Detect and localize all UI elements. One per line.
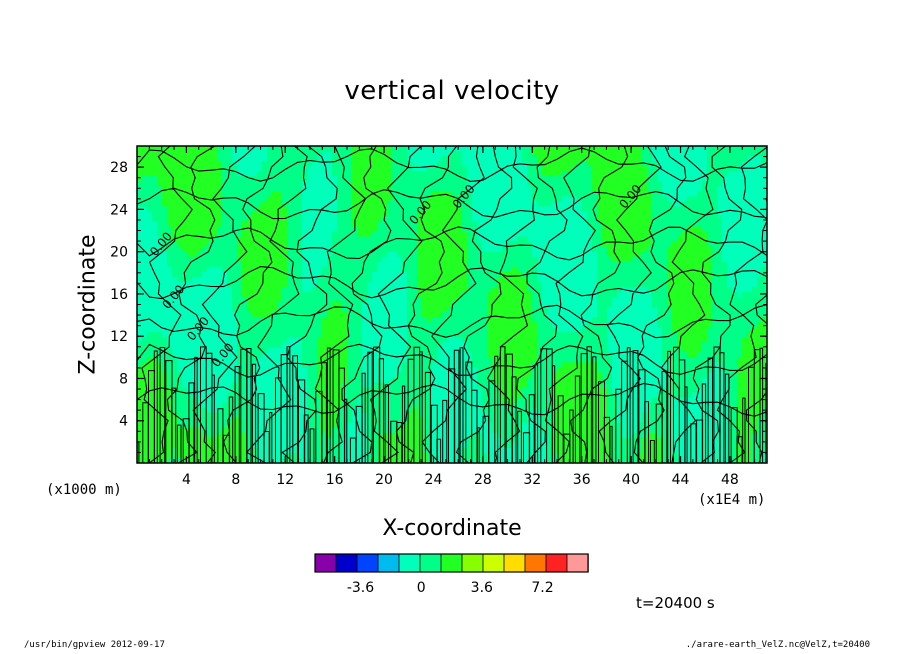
colorbar-swatch [566,553,589,573]
y-tick-label: 28 [110,160,128,176]
colorbar-swatch [545,553,568,573]
colorbar-swatch [419,553,442,573]
footer-source: ./arare-earth_VelZ.nc@VelZ,t=20400 [685,640,870,650]
colorbar-swatch [461,553,484,573]
colorbar-swatch [335,553,358,573]
colorbar-swatch [356,553,379,573]
colorbar-swatch [482,553,505,573]
x-tick-label: 36 [573,472,591,488]
x-tick-label: 8 [231,472,240,488]
footer-command: /usr/bin/gpview 2012-09-17 [24,640,165,650]
time-label: t=20400 s [636,594,715,612]
x-tick-label: 12 [276,472,294,488]
plot-area: 0.000.000.000.000.000.00 0.00 [136,145,768,464]
colorbar-tick-label: -3.6 [347,580,374,596]
y-axis: 4 8 12 16 20 24 28 [110,156,767,453]
x-tick-label: 16 [326,472,344,488]
colorbar-tick-label: 0 [417,580,426,596]
x-tick-label: 4 [182,472,191,488]
colorbar-swatch [314,553,337,573]
colorbar-swatch [440,553,463,573]
y-tick-label: 12 [110,329,128,345]
colorbar-swatch [503,553,526,573]
y-tick-label: 20 [110,245,128,261]
x-tick-label: 44 [672,472,690,488]
y-tick-label: 24 [110,202,128,218]
x-tick-label: 40 [622,472,640,488]
colorbar-swatch [524,553,547,573]
x-tick-label: 48 [721,472,739,488]
y-tick-label: 4 [119,414,128,430]
y-axis-label: Z-coordinate [75,234,101,375]
y-tick-label: 16 [110,287,128,303]
x-axis-unit: (x1E4 m) [698,492,766,508]
x-tick-label: 28 [474,472,492,488]
x-axis-label: X-coordinate [382,516,522,541]
colorbar-tick-label: 3.6 [471,580,493,596]
y-axis-unit: (x1000 m) [46,482,122,498]
y-tick-label: 8 [119,371,128,387]
contour-lines [137,146,767,463]
colorbar-frame [314,553,589,573]
colorbar: -3.6 0 3.6 7.2 [314,553,589,596]
x-axis: 4 8 12 16 20 24 28 32 36 40 44 48 [148,146,756,488]
x-tick-label: 20 [375,472,393,488]
colorbar-swatch [377,553,400,573]
colorbar-swatch [398,553,421,573]
velocity-field: 0.000.000.000.000.000.00 0.00 [137,146,767,463]
chart-title: vertical velocity [344,76,560,106]
x-tick-label: 24 [425,472,443,488]
colorbar-tick-label: 7.2 [531,580,553,596]
x-tick-label: 32 [523,472,541,488]
